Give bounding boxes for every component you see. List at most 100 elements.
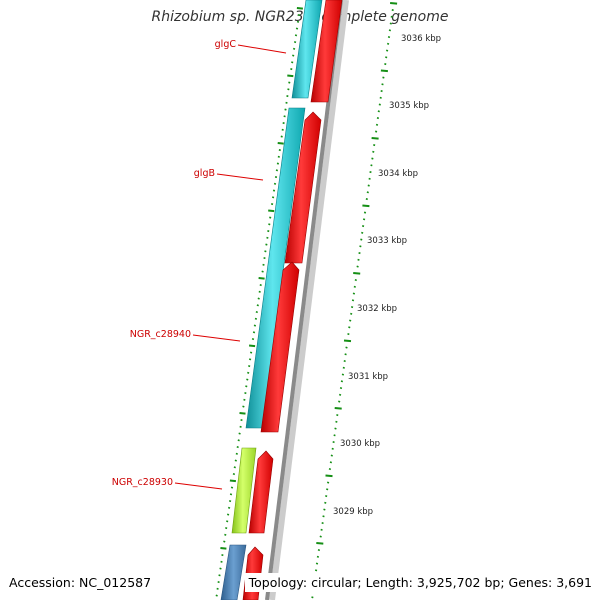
- minor-tick: [384, 63, 387, 66]
- minor-tick: [336, 414, 339, 417]
- gene-label-leader: [237, 44, 287, 54]
- gene-label-leader: [192, 334, 241, 342]
- minor-tick: [242, 405, 245, 408]
- major-tick: [371, 137, 379, 140]
- minor-tick: [358, 252, 361, 255]
- map-title: Rhizobium sp. NGR234, complete genome: [151, 9, 449, 25]
- minor-tick: [331, 447, 334, 450]
- minor-tick: [292, 54, 295, 57]
- cds-arrow-3[interactable]: [260, 261, 300, 433]
- minor-tick: [243, 398, 246, 401]
- gene-label-NGR_c28940[interactable]: NGR_c28940: [130, 329, 191, 340]
- minor-tick: [357, 258, 360, 261]
- minor-tick: [390, 15, 393, 18]
- minor-tick: [280, 135, 283, 138]
- minor-tick: [319, 535, 322, 538]
- minor-tick: [215, 594, 218, 597]
- minor-tick: [234, 459, 237, 462]
- gene-label-NGR_c28930[interactable]: NGR_c28930: [112, 477, 173, 488]
- minor-tick: [335, 420, 338, 423]
- major-tick: [390, 2, 398, 5]
- minor-tick: [369, 171, 372, 174]
- minor-tick: [386, 42, 390, 45]
- gene-label-leader: [216, 173, 264, 181]
- cds-arrow-1[interactable]: [310, 0, 343, 103]
- minor-tick: [272, 189, 276, 192]
- minor-tick: [238, 432, 241, 435]
- scale-label: 3033 kbp: [367, 236, 407, 246]
- minor-tick: [236, 446, 239, 449]
- minor-tick: [249, 351, 253, 354]
- minor-tick: [351, 299, 355, 302]
- major-tick: [249, 344, 256, 348]
- gene-label-glgB[interactable]: glgB: [194, 168, 215, 179]
- minor-tick: [226, 520, 229, 523]
- minor-tick: [224, 533, 227, 536]
- minor-tick: [287, 88, 290, 91]
- minor-tick: [226, 513, 230, 516]
- gene-bar-next[interactable]: [220, 544, 247, 600]
- minor-tick: [314, 569, 318, 572]
- minor-tick: [338, 400, 341, 403]
- minor-tick: [229, 493, 233, 496]
- minor-tick: [328, 468, 332, 471]
- cds-arrow-4[interactable]: [248, 450, 274, 534]
- minor-tick: [268, 223, 271, 226]
- minor-tick: [385, 56, 388, 59]
- minor-tick: [294, 34, 298, 37]
- minor-tick: [367, 184, 370, 187]
- minor-tick: [354, 279, 357, 282]
- minor-tick: [216, 587, 219, 590]
- minor-tick: [353, 285, 356, 288]
- gene-label-glgC[interactable]: glgC: [215, 39, 237, 50]
- minor-tick: [365, 198, 368, 201]
- minor-tick: [286, 95, 289, 98]
- minor-tick: [252, 331, 256, 334]
- minor-tick: [217, 581, 220, 584]
- minor-tick: [352, 292, 356, 295]
- minor-tick: [387, 36, 391, 39]
- minor-tick: [240, 419, 243, 422]
- minor-tick: [255, 311, 258, 314]
- backbone-shadow: [269, 0, 349, 600]
- minor-tick: [276, 162, 280, 165]
- minor-tick: [381, 83, 384, 86]
- minor-tick: [258, 290, 261, 293]
- minor-tick: [370, 164, 373, 167]
- minor-tick: [359, 245, 362, 248]
- minor-tick: [223, 540, 226, 543]
- minor-tick: [248, 358, 252, 361]
- minor-tick: [270, 203, 274, 206]
- minor-tick: [296, 20, 300, 23]
- minor-tick: [371, 157, 374, 160]
- minor-tick: [375, 123, 379, 126]
- gene-bar-NGR_c28930[interactable]: [231, 447, 257, 534]
- cds-arrow-2[interactable]: [284, 111, 322, 264]
- minor-tick: [324, 501, 327, 504]
- minor-tick: [264, 250, 267, 253]
- minor-tick: [275, 169, 279, 172]
- minor-tick: [382, 76, 385, 79]
- minor-tick: [348, 326, 351, 329]
- minor-tick: [389, 22, 392, 25]
- major-tick: [258, 277, 265, 280]
- minor-tick: [326, 488, 329, 491]
- minor-tick: [288, 81, 291, 84]
- minor-tick: [246, 378, 249, 381]
- minor-tick: [256, 304, 259, 307]
- major-tick: [268, 209, 275, 213]
- gene-bar-glgC[interactable]: [291, 0, 323, 99]
- minor-tick: [227, 506, 231, 509]
- minor-tick: [282, 122, 285, 125]
- major-tick: [277, 142, 284, 145]
- minor-tick: [225, 527, 228, 530]
- minor-tick: [373, 144, 376, 147]
- major-tick: [380, 69, 388, 73]
- minor-tick: [334, 427, 337, 430]
- minor-tick: [284, 108, 287, 111]
- minor-tick: [378, 103, 381, 106]
- minor-tick: [277, 155, 280, 158]
- scale-label: 3031 kbp: [348, 372, 388, 382]
- minor-tick: [317, 549, 321, 552]
